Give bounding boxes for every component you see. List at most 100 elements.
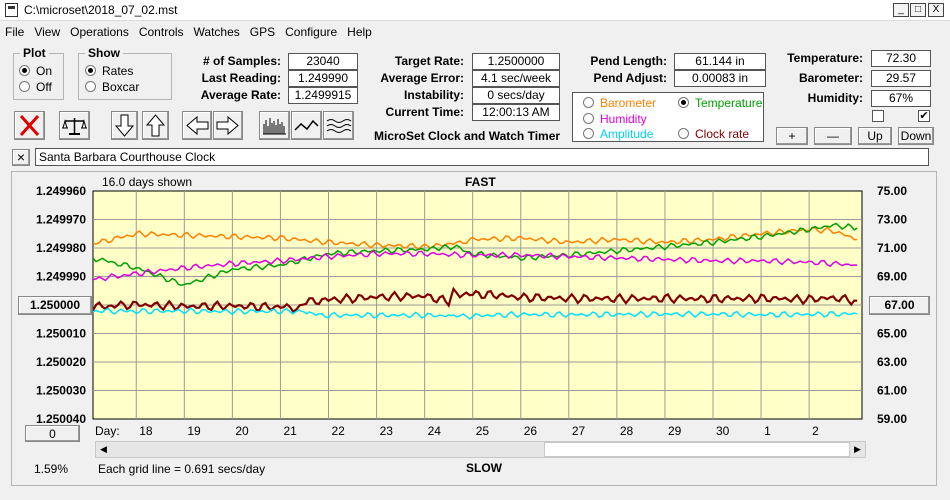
temperature-label: Temperature: xyxy=(787,51,863,65)
pend-adjust-value: 0.00083 in xyxy=(674,70,766,87)
horizontal-scrollbar[interactable]: ◀ ▶ xyxy=(95,441,866,458)
series-line xyxy=(93,250,858,282)
clock-rate-radio[interactable]: Clock rate xyxy=(678,127,749,141)
down-button[interactable]: Down xyxy=(898,127,934,145)
balance-button[interactable] xyxy=(59,111,90,140)
temperature-option-label: Temperature xyxy=(695,96,763,110)
minimize-button[interactable]: _ xyxy=(893,3,909,17)
scroll-right-button[interactable] xyxy=(213,111,243,140)
menu-configure[interactable]: Configure xyxy=(285,25,338,39)
clear-name-button[interactable]: × xyxy=(12,149,30,166)
show-rates-radio[interactable]: Rates xyxy=(85,64,133,78)
clock-name-input[interactable]: Santa Barbara Courthouse Clock xyxy=(35,148,929,166)
amplitude-radio[interactable]: Amplitude xyxy=(583,127,653,141)
radio-icon xyxy=(583,128,594,139)
samples-label: # of Samples: xyxy=(202,54,281,68)
bars-icon xyxy=(263,118,286,135)
window-title: C:\microset\2018_07_02.mst xyxy=(24,3,178,17)
checkbox-2[interactable]: ✔ xyxy=(918,110,930,122)
radio-selected-icon xyxy=(85,65,96,76)
amplitude-option-label: Amplitude xyxy=(600,127,654,141)
radio-icon xyxy=(583,97,594,108)
x-icon xyxy=(19,114,40,137)
slow-label: SLOW xyxy=(466,461,502,475)
temp-center-button[interactable]: 67.00 xyxy=(869,296,930,315)
menu-view[interactable]: View xyxy=(34,25,61,39)
x-tick-label: 24 xyxy=(428,424,442,438)
x-tick-label: 27 xyxy=(572,424,586,438)
days-shown-label: 16.0 days shown xyxy=(102,175,193,189)
menu-watches[interactable]: Watches xyxy=(193,25,240,39)
x-tick-label: 28 xyxy=(620,424,634,438)
menu-controls[interactable]: Controls xyxy=(138,25,184,39)
x-tick-label: 30 xyxy=(716,424,730,438)
x-tick-label: 29 xyxy=(668,424,682,438)
offset-button[interactable]: 0 xyxy=(25,425,80,442)
y-right-tick-label: 75.00 xyxy=(877,184,907,198)
series-line xyxy=(93,226,858,251)
scroll-up-button[interactable] xyxy=(142,111,169,140)
rate-center-button[interactable]: 1.250000 xyxy=(18,296,92,315)
menu-help[interactable]: Help xyxy=(347,25,372,39)
checkbox-1[interactable] xyxy=(872,110,884,122)
bar-view-button[interactable] xyxy=(259,111,290,140)
app-icon xyxy=(5,3,18,17)
average-error-label: Average Error: xyxy=(380,71,464,85)
close-button[interactable]: X xyxy=(928,3,944,17)
minus-button[interactable]: — xyxy=(814,127,852,145)
menu-operations[interactable]: Operations xyxy=(70,25,129,39)
x-tick-label: 23 xyxy=(380,424,394,438)
plot-group-caption: Plot xyxy=(20,46,49,60)
humidity-label: Humidity: xyxy=(807,91,863,105)
x-tick-label: 21 xyxy=(283,424,297,438)
radio-icon xyxy=(583,113,594,124)
up-button[interactable]: Up xyxy=(858,127,892,145)
scroll-left-button[interactable] xyxy=(182,111,212,140)
y-right-tick-label: 71.00 xyxy=(877,241,907,255)
clear-button[interactable] xyxy=(14,111,45,140)
menu-file[interactable]: File xyxy=(5,25,25,39)
show-group: Show xyxy=(78,46,172,100)
average-error-value: 4.1 sec/week xyxy=(472,70,560,87)
humidity-option-label: Humidity xyxy=(600,112,647,126)
radio-icon xyxy=(678,128,689,139)
plot-on-radio[interactable]: On xyxy=(19,64,52,78)
left-arrow-icon xyxy=(186,115,209,136)
radio-icon xyxy=(85,81,96,92)
plot-group: Plot xyxy=(13,46,64,100)
menu-gps[interactable]: GPS xyxy=(249,25,276,39)
show-boxcar-radio[interactable]: Boxcar xyxy=(85,80,139,94)
scrollbar-thumb[interactable] xyxy=(544,442,850,457)
plus-button[interactable]: + xyxy=(776,127,808,145)
barometer-value: 29.57 xyxy=(871,70,931,87)
instability-value: 0 secs/day xyxy=(472,87,560,104)
wave-view-button[interactable] xyxy=(323,111,354,140)
temperature-radio[interactable]: Temperature xyxy=(678,96,762,110)
x-tick-label: 26 xyxy=(524,424,538,438)
average-rate-value: 1.2499915 xyxy=(288,87,358,104)
sensor-select-box xyxy=(572,92,764,142)
humidity-radio[interactable]: Humidity xyxy=(583,112,647,126)
plot-off-label: Off xyxy=(36,80,52,94)
fast-label: FAST xyxy=(465,175,496,189)
restore-button[interactable]: □ xyxy=(910,3,926,17)
down-arrow-icon xyxy=(114,114,135,137)
temperature-value: 72.30 xyxy=(871,50,931,67)
barometer-radio[interactable]: Barometer xyxy=(583,96,656,110)
scroll-down-button[interactable] xyxy=(111,111,138,140)
percent-label: 1.59% xyxy=(34,462,69,476)
series-line xyxy=(93,307,858,320)
radio-selected-icon xyxy=(19,65,30,76)
scroll-right-arrow-icon[interactable]: ▶ xyxy=(854,444,861,454)
average-rate-label: Average Rate: xyxy=(200,88,281,102)
current-time-value: 12:00:13 AM xyxy=(472,104,560,121)
scroll-left-arrow-icon[interactable]: ◀ xyxy=(100,444,107,454)
right-arrow-icon xyxy=(216,115,239,136)
grid-note: Each grid line = 0.691 secs/day xyxy=(98,462,266,476)
line-view-button[interactable] xyxy=(291,111,322,140)
y-left-tick-label: 1.249990 xyxy=(36,270,86,284)
clock-rate-option-label: Clock rate xyxy=(695,127,750,141)
plot-off-radio[interactable]: Off xyxy=(19,80,52,94)
x-tick-label: 18 xyxy=(139,424,153,438)
